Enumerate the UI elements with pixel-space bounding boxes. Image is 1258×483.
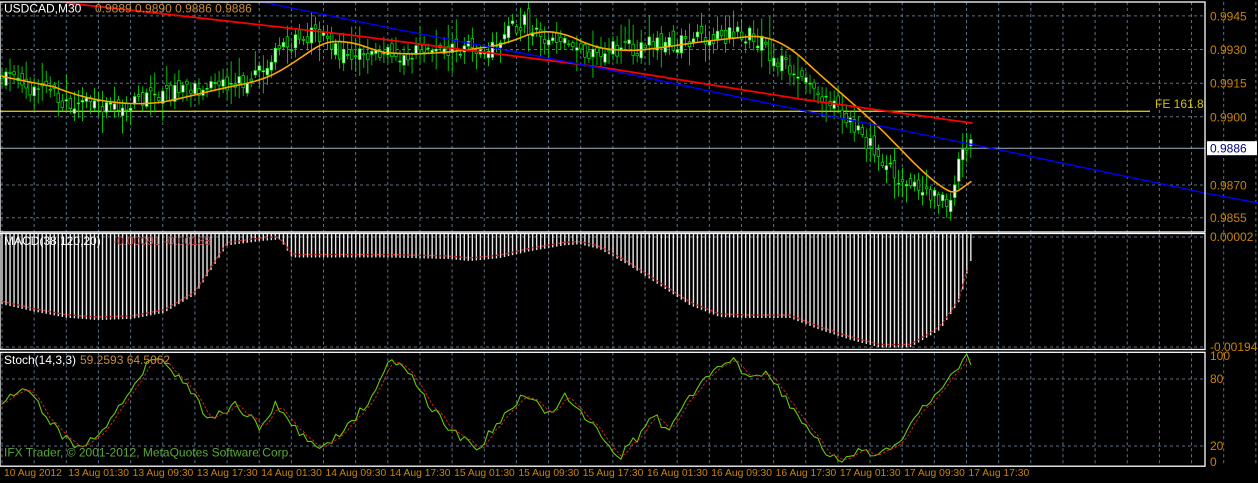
svg-text:15 Aug 17:30: 15 Aug 17:30: [583, 468, 644, 479]
svg-text:IFX Trader, © 2001-2012, MetaQ: IFX Trader, © 2001-2012, MetaQuotes Soft…: [4, 446, 292, 460]
svg-text:0: 0: [1210, 455, 1217, 469]
svg-text:0.9870: 0.9870: [1210, 179, 1247, 193]
svg-text:100: 100: [1210, 349, 1230, 363]
svg-text:17 Aug 17:30: 17 Aug 17:30: [969, 468, 1030, 479]
svg-text:0.9930: 0.9930: [1210, 43, 1247, 57]
svg-text:Stoch(14,3,3): Stoch(14,3,3): [4, 353, 76, 367]
svg-text:13 Aug 01:30: 13 Aug 01:30: [68, 468, 129, 479]
svg-text:16 Aug 09:30: 16 Aug 09:30: [711, 468, 772, 479]
svg-text:0.9889 0.9890 0.9886 0.9886: 0.9889 0.9890 0.9886 0.9886: [95, 2, 252, 16]
svg-text:13 Aug 17:30: 13 Aug 17:30: [197, 468, 258, 479]
svg-text:14 Aug 01:30: 14 Aug 01:30: [261, 468, 322, 479]
svg-text:14 Aug 17:30: 14 Aug 17:30: [390, 468, 451, 479]
svg-text:FE 161.8: FE 161.8: [1155, 97, 1204, 111]
svg-text:20: 20: [1210, 439, 1224, 453]
svg-text:16 Aug 17:30: 16 Aug 17:30: [776, 468, 837, 479]
svg-text:MACD(38,120,20): MACD(38,120,20): [4, 234, 101, 248]
svg-text:14 Aug 09:30: 14 Aug 09:30: [326, 468, 387, 479]
svg-text:0.9855: 0.9855: [1210, 211, 1247, 225]
svg-text:15 Aug 09:30: 15 Aug 09:30: [518, 468, 579, 479]
svg-text:10 Aug 2012: 10 Aug 2012: [4, 468, 62, 479]
svg-text:0.9915: 0.9915: [1210, 77, 1247, 91]
svg-text:80: 80: [1210, 372, 1224, 386]
svg-text:0.9886: 0.9886: [1210, 142, 1247, 156]
svg-text:0.9900: 0.9900: [1210, 110, 1247, 124]
svg-text:13 Aug 09:30: 13 Aug 09:30: [133, 468, 194, 479]
svg-text:-0.00091 -0.00138: -0.00091 -0.00138: [113, 234, 211, 248]
svg-text:15 Aug 01:30: 15 Aug 01:30: [454, 468, 515, 479]
svg-text:17 Aug 09:30: 17 Aug 09:30: [904, 468, 965, 479]
svg-text:0.9945: 0.9945: [1210, 9, 1247, 23]
svg-text:0.00002: 0.00002: [1210, 230, 1254, 244]
svg-text:59.2593 64.5062: 59.2593 64.5062: [80, 353, 170, 367]
svg-text:17 Aug 01:30: 17 Aug 01:30: [840, 468, 901, 479]
svg-text:USDCAD,M30: USDCAD,M30: [4, 2, 82, 16]
svg-text:16 Aug 01:30: 16 Aug 01:30: [647, 468, 708, 479]
